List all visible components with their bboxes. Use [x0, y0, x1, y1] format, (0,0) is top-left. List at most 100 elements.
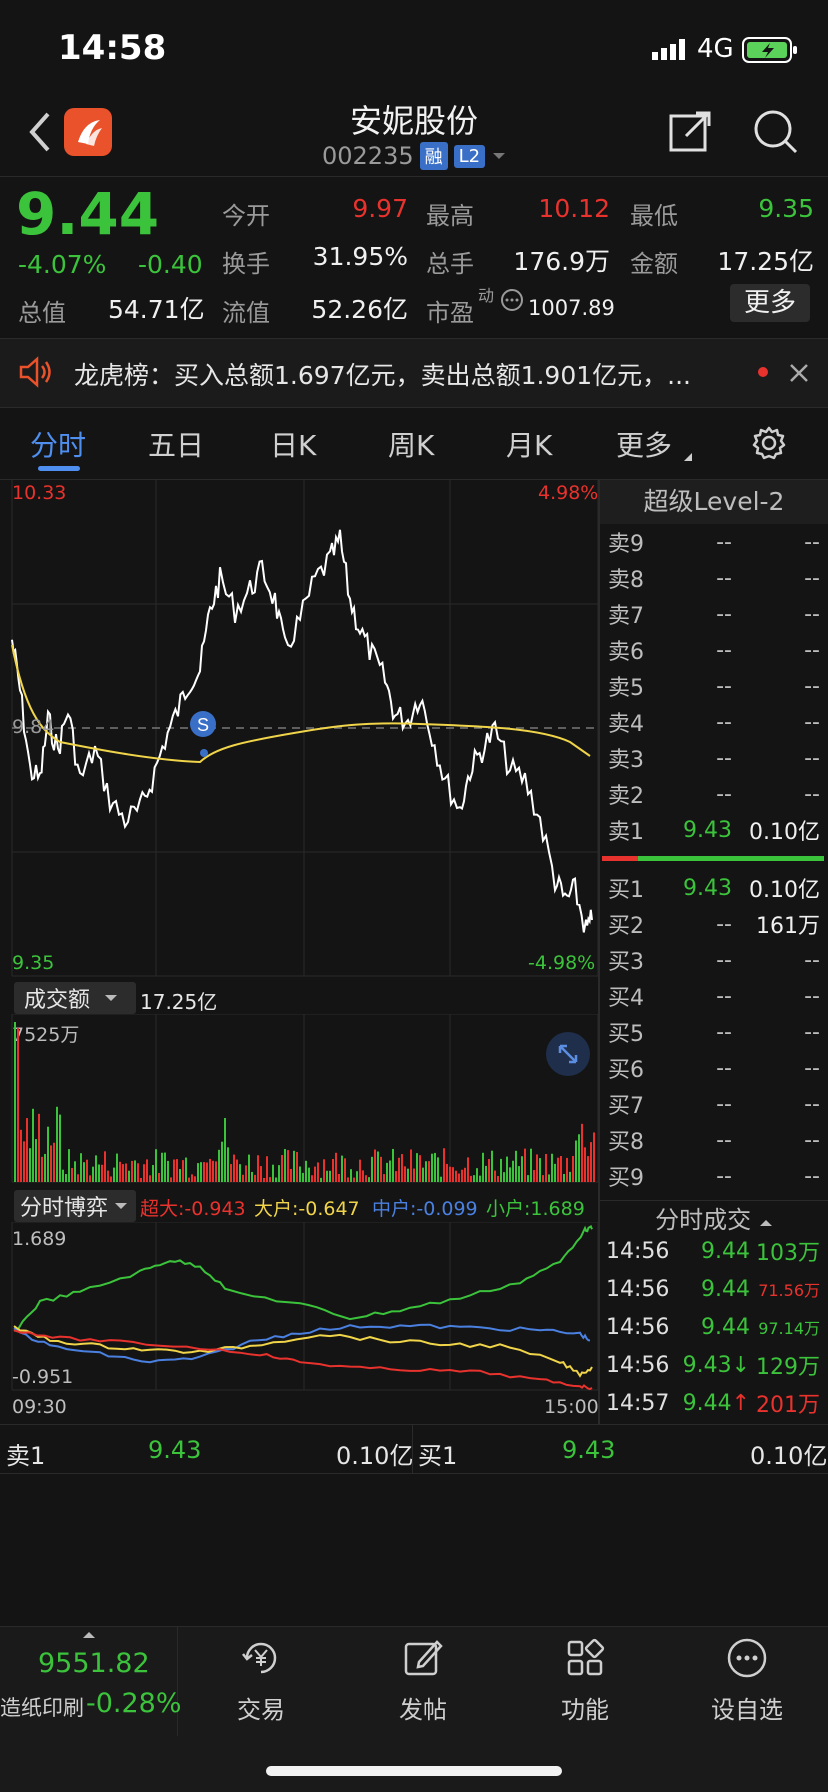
bid-volume: 0.10亿 [749, 878, 820, 903]
bq-bid-price: 9.43 [562, 1436, 616, 1464]
volume-chart[interactable] [0, 1014, 600, 1184]
bid-row[interactable]: 买1 9.43 0.10亿 [608, 870, 820, 906]
search-icon [754, 110, 798, 154]
timesales-divider [600, 1200, 828, 1201]
tab-weekly-k[interactable]: 周K [388, 429, 435, 462]
expand-button[interactable] [546, 1032, 590, 1076]
trade-icon [242, 1642, 277, 1674]
close-banner-button[interactable] [788, 362, 810, 388]
stock-code-row[interactable]: 002235 融 L2 [322, 142, 507, 170]
back-button[interactable] [26, 110, 52, 158]
tab-daily-k[interactable]: 日K [270, 429, 317, 462]
share-button[interactable] [668, 108, 714, 158]
turnover-label: 换手 [222, 250, 270, 278]
search-button[interactable] [752, 108, 800, 160]
ask-row[interactable]: 卖4 -- -- [608, 704, 820, 740]
bid-row[interactable]: 买5 -- -- [608, 1014, 820, 1050]
caret-up-icon [83, 1632, 95, 1638]
tab-intraday[interactable]: 分时 [30, 429, 87, 462]
nav-functions[interactable]: 功能 [520, 1636, 650, 1725]
margin-tag: 融 [419, 142, 448, 170]
ask-row[interactable]: 卖8 -- -- [608, 560, 820, 596]
ask-level-label: 卖8 [608, 568, 644, 593]
more-dots-icon [727, 1638, 767, 1678]
ask-row[interactable]: 卖5 -- -- [608, 668, 820, 704]
ask-row[interactable]: 卖9 -- -- [608, 524, 820, 560]
trade-volume: 71.56万 [758, 1281, 820, 1300]
game-selector[interactable]: 分时博弈 [14, 1190, 136, 1222]
ask-price: -- [716, 529, 732, 555]
bid-row[interactable]: 买8 -- -- [608, 1122, 820, 1158]
trade-volume: 103万 [756, 1241, 820, 1266]
float-value: 52.26亿 [311, 295, 408, 324]
chart-settings-button[interactable] [752, 426, 786, 464]
info-icon[interactable] [500, 288, 524, 316]
timesales-title[interactable]: 分时成交 [600, 1200, 828, 1235]
low-label: 最低 [630, 202, 678, 230]
chevron-left-icon [29, 112, 50, 152]
nav-watchlist[interactable]: 设自选 [682, 1636, 812, 1725]
ask-row[interactable]: 卖6 -- -- [608, 632, 820, 668]
volume-total: 17.25亿 [140, 990, 218, 1014]
more-button[interactable]: 更多 [730, 284, 810, 322]
float-label: 流值 [222, 299, 270, 327]
volume-bars [14, 1022, 595, 1182]
bid-level-label: 买8 [608, 1130, 644, 1155]
bid-price: -- [716, 1055, 732, 1081]
trade-time: 14:56 [606, 1238, 670, 1264]
banner-text: 龙虎榜：买入总额1.697亿元，卖出总额1.901亿元，... [74, 361, 691, 390]
home-indicator [266, 1766, 562, 1776]
volume-selector[interactable]: 成交额 [14, 982, 136, 1014]
nav-functions-label: 功能 [561, 1696, 609, 1724]
bid-row[interactable]: 买4 -- -- [608, 978, 820, 1014]
nav-post[interactable]: 发帖 [358, 1636, 488, 1725]
intraday-chart[interactable]: S [0, 480, 600, 980]
volume-selector-label: 成交额 [24, 988, 91, 1013]
bid-row[interactable]: 买7 -- -- [608, 1086, 820, 1122]
tab-five-day[interactable]: 五日 [148, 429, 205, 462]
tab-more[interactable]: 更多 [616, 429, 673, 462]
trade-volume: 201万 [756, 1393, 820, 1418]
ask-row[interactable]: 卖7 -- -- [608, 596, 820, 632]
bid-price: -- [716, 911, 732, 937]
amount-value: 17.25亿 [717, 247, 814, 276]
bid-level-label: 买3 [608, 950, 644, 975]
trade-price: 9.44 [701, 1276, 750, 1302]
pct-top-label: 4.98% [538, 482, 599, 504]
turnover-value: 31.95% [312, 242, 408, 271]
network-type: 4G [697, 34, 734, 64]
nav-trade[interactable]: 交易 [196, 1636, 326, 1725]
bid-price: -- [716, 1127, 732, 1153]
pe-superscript: 动 [478, 286, 495, 305]
status-time: 14:58 [58, 28, 167, 68]
bq-bid-vol: 0.10亿 [750, 1442, 828, 1470]
ask-price: -- [716, 637, 732, 663]
buy-marker[interactable]: S [190, 711, 216, 757]
caret-down-icon [493, 153, 506, 159]
bid-row[interactable]: 买2 -- 161万 [608, 906, 820, 942]
chart-tabs [0, 408, 828, 480]
ask-price: -- [716, 781, 732, 807]
ask-row[interactable]: 卖1 9.43 0.10亿 [608, 812, 820, 848]
game-chart[interactable] [0, 1222, 600, 1394]
dropdown-icon [115, 1203, 128, 1209]
tab-monthly-k[interactable]: 月K [506, 429, 553, 462]
ask-row[interactable]: 卖2 -- -- [608, 776, 820, 812]
bid-level-label: 买9 [608, 1166, 644, 1191]
bid-price: -- [716, 1163, 732, 1189]
ask-row[interactable]: 卖3 -- -- [608, 740, 820, 776]
stock-code: 002235 [322, 142, 414, 170]
bid-row[interactable]: 买6 -- -- [608, 1050, 820, 1086]
ask-volume: -- [804, 529, 820, 555]
unread-dot [758, 367, 768, 377]
signal-icon [652, 38, 694, 64]
trade-row: 14:56 9.43↓ 129万 [606, 1346, 820, 1384]
time-end-label: 15:00 [544, 1396, 599, 1418]
bid-row[interactable]: 买3 -- -- [608, 942, 820, 978]
index-widget[interactable]: 9551.82 造纸印刷 -0.28% [0, 1626, 182, 1736]
high-value: 10.12 [538, 194, 610, 223]
ask-volume: -- [804, 637, 820, 663]
bid-row[interactable]: 买9 -- -- [608, 1158, 820, 1194]
caret-icon [682, 448, 694, 467]
notice-banner[interactable] [0, 338, 828, 408]
